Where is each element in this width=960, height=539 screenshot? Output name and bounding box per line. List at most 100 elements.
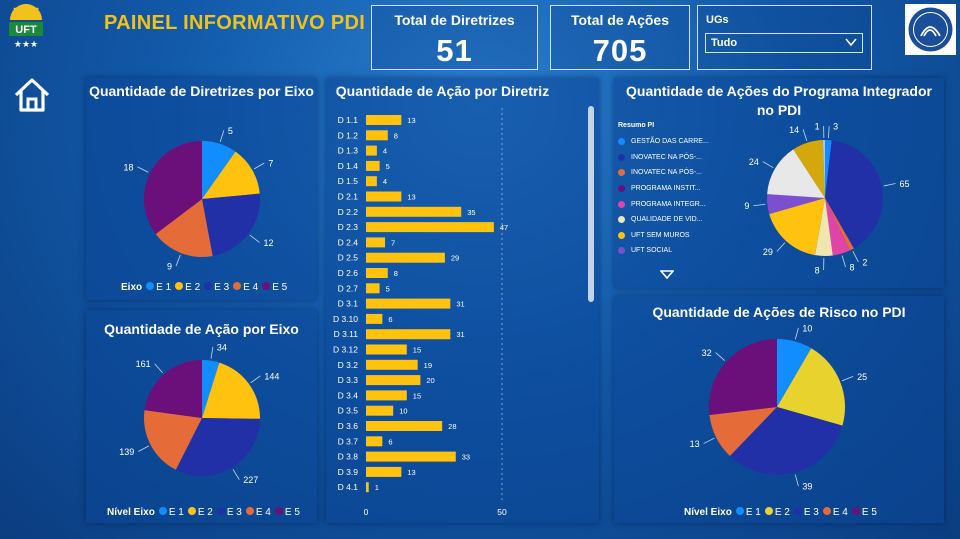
bar[interactable] — [366, 390, 407, 401]
pie-slice[interactable] — [825, 198, 850, 256]
logo-text: UFT — [15, 24, 37, 36]
pie-slice[interactable] — [144, 360, 202, 418]
bar[interactable] — [366, 191, 402, 202]
leader-line — [852, 250, 859, 262]
pie-slice[interactable] — [814, 198, 833, 256]
legend-scroll-down-icon[interactable] — [660, 270, 674, 280]
data-label: 5 — [228, 126, 233, 136]
legend-item[interactable]: E 1 — [735, 507, 761, 518]
bar[interactable] — [366, 252, 445, 263]
bar[interactable] — [366, 451, 456, 462]
pie-slice[interactable] — [777, 339, 812, 407]
legend-item[interactable]: QUALIDADE DE VID... — [618, 212, 709, 228]
pie-slice[interactable] — [825, 140, 883, 249]
legend-label: E 3 — [214, 282, 230, 293]
pie-slice[interactable] — [202, 360, 220, 418]
pie-slice[interactable] — [202, 362, 260, 419]
data-label: 20 — [426, 376, 434, 385]
bar[interactable] — [366, 359, 418, 370]
scrollbar[interactable] — [588, 106, 594, 302]
bar[interactable] — [366, 222, 494, 233]
legend-item[interactable]: E 1 — [146, 282, 171, 293]
bar[interactable] — [366, 421, 443, 431]
bar[interactable] — [366, 466, 402, 477]
bar[interactable] — [366, 176, 377, 187]
pie-slice[interactable] — [709, 339, 777, 416]
legend-dot — [618, 216, 625, 224]
pie-slice[interactable] — [825, 198, 854, 251]
legend-item[interactable]: E 4 — [822, 507, 848, 518]
bar[interactable] — [366, 115, 402, 125]
category-label: D 3.10 — [333, 314, 358, 324]
data-label: 161 — [136, 359, 151, 369]
legend-item[interactable]: E 3 — [793, 507, 819, 518]
leader-line — [175, 254, 181, 267]
legend-item[interactable]: E 5 — [274, 507, 300, 518]
bar[interactable] — [366, 145, 377, 156]
legend-item[interactable]: INOVATEC NA PÓS-... — [618, 165, 709, 181]
bar[interactable] — [366, 130, 388, 141]
pie-slice[interactable] — [144, 410, 202, 470]
legend-item[interactable]: E 2 — [187, 507, 213, 518]
bar[interactable] — [366, 344, 407, 355]
bar[interactable] — [366, 206, 462, 217]
pie-slice[interactable] — [767, 194, 825, 214]
bar[interactable] — [366, 268, 388, 278]
pie-slice[interactable] — [175, 418, 260, 476]
category-label: D 1.1 — [338, 115, 359, 125]
category-label: D 3.7 — [338, 436, 359, 446]
pie-slice[interactable] — [822, 140, 825, 198]
legend-item[interactable]: UFT SEM MUROS — [618, 228, 709, 244]
legend-item[interactable]: E 4 — [233, 282, 258, 293]
legend-item[interactable]: E 2 — [175, 282, 200, 293]
pie-slice[interactable] — [729, 407, 843, 475]
pie-slice[interactable] — [825, 140, 832, 198]
pie-slice[interactable] — [777, 348, 845, 426]
ug-dropdown[interactable]: Tudo — [705, 33, 863, 53]
legend-label: UFT SEM MUROS — [631, 231, 690, 239]
bar[interactable] — [366, 375, 421, 386]
bar-chart-diretriz: D 1.1 13 D 1.2 8 D 1.3 4 D 1.4 5 D 1.5 4 D 2.1 13 D … — [333, 108, 508, 517]
legend-label: E 3 — [803, 507, 819, 518]
pie-slice[interactable] — [202, 193, 260, 257]
bar[interactable] — [366, 237, 386, 248]
bar[interactable] — [366, 436, 383, 447]
legend-item[interactable]: PROGRAMA INSTIT... — [618, 181, 709, 197]
legend-item[interactable]: E 1 — [158, 507, 184, 518]
legend-item[interactable]: PROGRAMA INTEGR... — [618, 196, 709, 212]
data-label: 4 — [383, 177, 387, 186]
category-label: D 2.4 — [338, 237, 359, 247]
data-label: 25 — [857, 372, 867, 382]
pie-slice[interactable] — [767, 149, 825, 198]
legend-item[interactable]: E 4 — [245, 507, 271, 518]
page-title: PAINEL INFORMATIVO PDI — [104, 12, 366, 34]
bar[interactable] — [366, 298, 451, 309]
bar[interactable] — [366, 482, 369, 493]
category-label: D 3.12 — [333, 345, 358, 355]
pie-slice[interactable] — [769, 198, 825, 256]
bar[interactable] — [366, 160, 380, 171]
pie-slice[interactable] — [202, 141, 236, 199]
pie-slice[interactable] — [793, 140, 825, 198]
legend-item[interactable]: E 3 — [216, 507, 242, 518]
pie-slice[interactable] — [202, 151, 260, 199]
pie-slice[interactable] — [709, 407, 777, 457]
legend-item[interactable]: INOVATEC NA PÓS-... — [618, 150, 709, 166]
data-label: 18 — [124, 162, 134, 172]
legend-item[interactable]: E 2 — [764, 507, 790, 518]
data-label: 9 — [744, 201, 749, 211]
svg-text:★★★: ★★★ — [14, 39, 38, 49]
bar[interactable] — [366, 313, 383, 324]
home-icon[interactable] — [12, 75, 52, 115]
bar[interactable] — [366, 405, 394, 416]
legend-item[interactable]: GESTÃO DAS CARRE... — [618, 134, 709, 150]
pie-slice[interactable] — [144, 141, 202, 234]
legend-item[interactable]: UFT SOCIAL — [618, 243, 709, 259]
legend-item[interactable]: E 5 — [262, 282, 287, 293]
bar[interactable] — [366, 329, 451, 340]
legend-item[interactable]: E 5 — [851, 507, 877, 518]
bar[interactable] — [366, 283, 380, 294]
legend-item[interactable]: E 3 — [204, 282, 229, 293]
pie-slice[interactable] — [155, 199, 213, 257]
